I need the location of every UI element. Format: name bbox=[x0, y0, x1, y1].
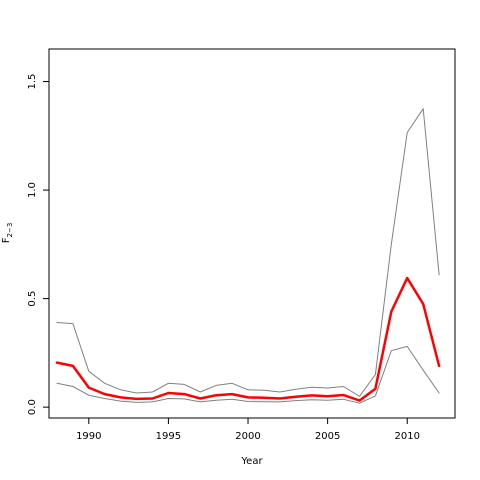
y-tick-label: 1.5 bbox=[27, 74, 38, 90]
x-tick-label: 2005 bbox=[315, 431, 340, 442]
y-tick-label: 0.0 bbox=[27, 399, 38, 415]
x-tick-label: 1990 bbox=[76, 431, 101, 442]
y-axis-title: F2−3 bbox=[1, 223, 14, 244]
y-axis-title-main: F bbox=[1, 237, 12, 243]
plot-frame bbox=[48, 48, 456, 419]
series-line-1 bbox=[56, 108, 440, 397]
series-line-2 bbox=[56, 345, 440, 404]
x-tick-label: 1995 bbox=[156, 431, 181, 442]
series-layer bbox=[55, 108, 441, 404]
y-axis-title-sub: 2−3 bbox=[6, 223, 14, 238]
y-tick-label: 1.0 bbox=[27, 182, 38, 198]
x-tick-label: 2010 bbox=[395, 431, 420, 442]
y-axis: 0.0 0.5 1.0 1.5 bbox=[27, 74, 49, 415]
x-axis: 1990 1995 2000 2005 2010 bbox=[76, 418, 420, 442]
x-tick-label: 2000 bbox=[235, 431, 260, 442]
x-axis-title: Year bbox=[240, 456, 263, 467]
y-tick-label: 0.5 bbox=[27, 291, 38, 307]
series-line-0 bbox=[55, 276, 441, 402]
